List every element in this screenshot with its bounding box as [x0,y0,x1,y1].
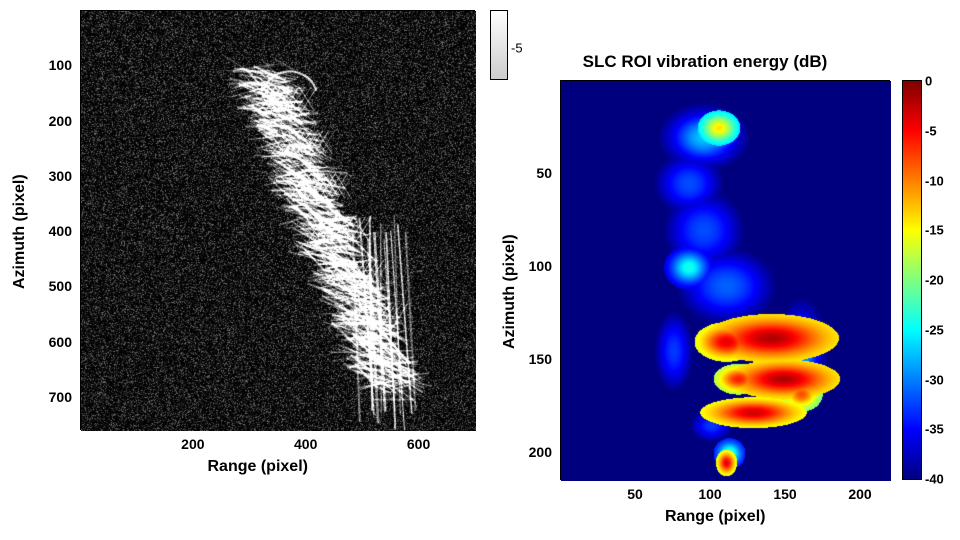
right-xlabel: Range (pixel) [665,508,765,526]
right-heatmap-canvas [561,81,891,481]
right-xtick: 150 [773,486,796,502]
left-xlabel: Range (pixel) [208,458,308,476]
right-colorbar: 0-5-10-15-20-25-30-35-40 [902,80,922,480]
left-sar-canvas [81,11,476,431]
right-cb-tick: 0 [921,74,932,89]
left-xtick: 600 [407,436,430,452]
left-ytick: 300 [22,168,72,184]
right-cb-tick: -5 [921,123,937,138]
right-cb-tick: -30 [921,372,944,387]
right-ylabel: Azimuth (pixel) [501,209,519,349]
right-xtick: 50 [627,486,643,502]
left-ytick: 700 [22,389,72,405]
right-xtick: 200 [848,486,871,502]
right-xtick: 100 [698,486,721,502]
right-cb-tick: -40 [921,472,944,487]
right-heatmap-plot: SLC ROI vibration energy (dB) 5010015020… [560,80,890,480]
left-sar-plot: 200400600 100200300400500600700 Range (p… [80,10,475,430]
left-ytick: 400 [22,223,72,239]
left-plot-area [80,10,475,430]
left-xtick: 400 [294,436,317,452]
left-ytick: 200 [22,113,72,129]
left-ylabel: Azimuth (pixel) [11,149,29,289]
right-ytick: 150 [512,351,552,367]
left-ytick: 600 [22,334,72,350]
right-cb-tick: -10 [921,173,944,188]
left-ytick: 500 [22,278,72,294]
right-cb-tick: -25 [921,322,944,337]
left-xtick: 200 [181,436,204,452]
left-ytick: 100 [22,57,72,73]
right-plot-title: SLC ROI vibration energy (dB) [540,52,870,72]
right-cb-tick: -15 [921,223,944,238]
left-cb-tick: -5 [507,41,523,56]
right-ytick: 200 [512,444,552,460]
left-colorbar-fragment: -5 [490,10,508,80]
right-cb-tick: -35 [921,422,944,437]
right-plot-area [560,80,890,480]
right-cb-tick: -20 [921,273,944,288]
right-ytick: 50 [512,165,552,181]
